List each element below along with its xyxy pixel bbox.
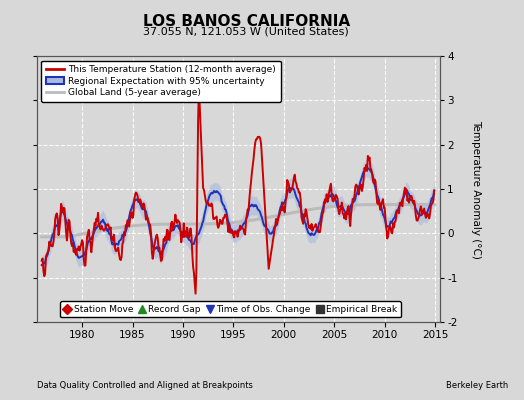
- Text: 37.055 N, 121.053 W (United States): 37.055 N, 121.053 W (United States): [144, 26, 349, 36]
- Text: Data Quality Controlled and Aligned at Breakpoints: Data Quality Controlled and Aligned at B…: [37, 381, 253, 390]
- Text: Berkeley Earth: Berkeley Earth: [446, 381, 508, 390]
- Y-axis label: Temperature Anomaly (°C): Temperature Anomaly (°C): [472, 120, 482, 258]
- Text: LOS BANOS CALIFORNIA: LOS BANOS CALIFORNIA: [143, 14, 350, 29]
- Legend: Station Move, Record Gap, Time of Obs. Change, Empirical Break: Station Move, Record Gap, Time of Obs. C…: [60, 301, 401, 318]
